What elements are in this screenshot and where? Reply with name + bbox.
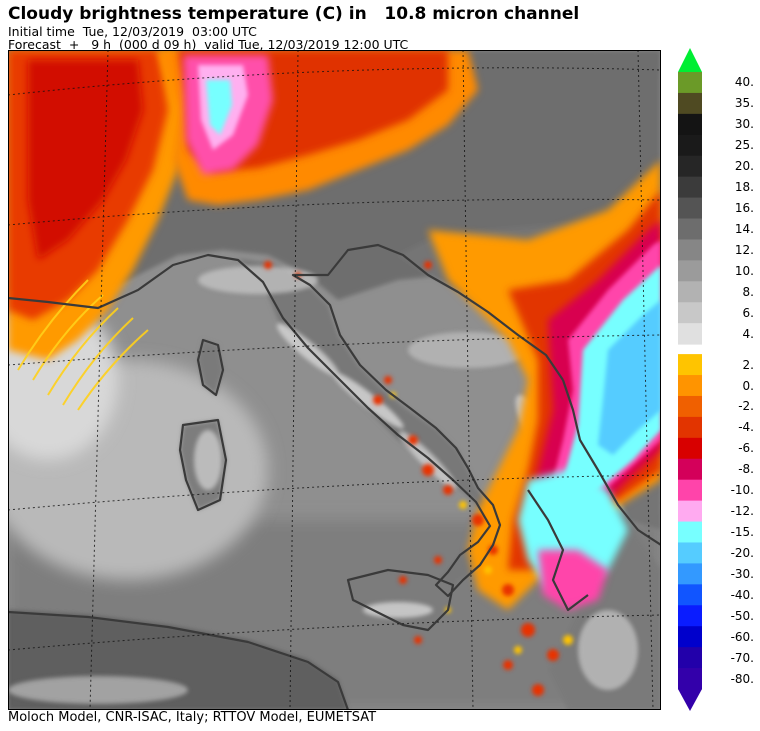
legend-swatch (678, 92, 702, 115)
coast-sardinia (178, 418, 228, 512)
legend-swatch (678, 626, 702, 648)
legend-swatch (678, 354, 702, 376)
lat-lon-grid (8, 50, 661, 710)
legend-arrow-up (678, 48, 702, 72)
legend-swatch (678, 375, 702, 397)
legend-swatch (678, 176, 702, 199)
initial-time: Initial time Tue, 12/03/2019 03:00 UTC (8, 24, 257, 39)
coast-corsica (196, 338, 225, 397)
legend-label: -2. (738, 399, 754, 414)
legend-swatch (678, 437, 702, 460)
coast-sicily (346, 568, 455, 632)
legend-label: -50. (730, 608, 754, 623)
legend-label: 30. (734, 117, 754, 132)
legend-swatch (678, 72, 702, 94)
legend-swatch (678, 458, 702, 481)
legend-swatch (678, 155, 702, 178)
legend-swatch (678, 605, 702, 627)
legend-swatch (678, 197, 702, 220)
legend-swatch (678, 563, 702, 585)
legend-label: 25. (734, 138, 754, 153)
legend-label: 10. (734, 263, 754, 278)
legend-swatch (678, 647, 702, 669)
legend-swatch (678, 584, 702, 606)
legend-swatch (678, 542, 702, 564)
legend-label: -20. (730, 545, 754, 560)
forecast-valid-time: Forecast + 9 h (000 d 09 h) valid Tue, 1… (8, 37, 409, 52)
legend-label: 18. (734, 180, 754, 195)
legend-swatch (678, 395, 702, 418)
legend-label: 40. (734, 75, 754, 90)
legend-swatch (678, 113, 702, 136)
island-sicily (348, 570, 453, 630)
legend-label: 20. (734, 159, 754, 174)
legend-label: -6. (738, 441, 754, 456)
color-scale-legend (678, 48, 702, 711)
legend-label: -12. (730, 504, 754, 519)
white-cloud-texture (8, 266, 638, 704)
coastlines (8, 243, 661, 710)
legend-label: -80. (730, 671, 754, 686)
legend-swatch (678, 416, 702, 439)
legend-label: -10. (730, 483, 754, 498)
legend-label: 8. (742, 284, 754, 299)
legend-swatch (678, 479, 702, 502)
legend-label: 35. (734, 96, 754, 111)
map-title: Cloudy brightness temperature (C) in 10.… (8, 4, 580, 24)
legend-swatch (678, 134, 702, 157)
legend-label: 14. (734, 221, 754, 236)
legend-swatch (678, 500, 702, 523)
legend-swatch (678, 323, 702, 345)
legend-swatch (678, 668, 702, 690)
legend-label: 2. (742, 357, 754, 372)
legend-swatch (678, 239, 702, 261)
legend-label: -40. (730, 587, 754, 602)
legend-swatch (678, 281, 702, 303)
legend-label: -30. (730, 566, 754, 581)
legend-label: -60. (730, 629, 754, 644)
model-credits: Moloch Model, CNR-ISAC, Italy; RTTOV Mod… (8, 710, 377, 725)
legend-label: 12. (734, 242, 754, 257)
legend-swatch (678, 521, 702, 543)
legend-label: 16. (734, 201, 754, 216)
legend-label: -4. (738, 420, 754, 435)
island-corsica (198, 340, 223, 395)
forecast-map (8, 50, 661, 710)
legend-label: 4. (742, 326, 754, 341)
legend-swatch (678, 260, 702, 282)
cloud-band-northwest (8, 50, 478, 411)
legend-swatch (678, 302, 702, 324)
legend-label: 6. (742, 305, 754, 320)
legend-label: -70. (730, 650, 754, 665)
legend-label: -8. (738, 462, 754, 477)
legend-label: -15. (730, 525, 754, 540)
legend-swatch (678, 218, 702, 240)
legend-arrow-down (678, 689, 702, 711)
legend-label: 0. (742, 378, 754, 393)
